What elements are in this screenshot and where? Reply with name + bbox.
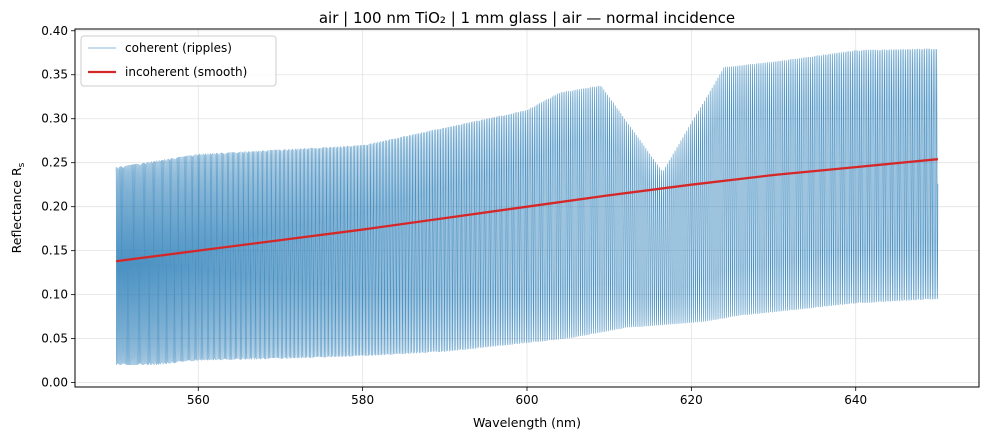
chart-title: air | 100 nm TiO₂ | 1 mm glass | air — n… [319,9,735,27]
x-axis-label: Wavelength (nm) [473,415,581,430]
x-tick-label: 600 [516,393,539,407]
y-axis-label-main: Reflectance R [9,167,24,253]
legend-box [80,35,277,87]
series-incoherent-line [115,158,939,263]
y-tick-label: 0.10 [41,288,68,302]
series-layer [115,48,939,366]
x-tick-label: 620 [680,393,703,407]
legend: coherent (ripples) incoherent (smooth) [80,35,277,87]
y-axis-label-subscript: s [17,162,27,167]
x-tick-label: 580 [351,393,374,407]
y-tick-label: 0.25 [41,156,68,170]
legend-label-incoherent: incoherent (smooth) [125,65,247,79]
y-tick-label: 0.05 [41,332,68,346]
axes: 560 580 600 620 640 0.00 0.05 0.10 0.15 0.20 0.25 0… [41,24,867,407]
y-axis-label: Reflectance Rs [9,162,27,253]
y-tick-label: 0.35 [41,68,68,82]
series-coherent-line [115,48,939,366]
y-tick-label: 0.00 [41,376,68,390]
y-tick-label: 0.40 [41,24,68,38]
x-tick-label: 640 [844,393,867,407]
legend-label-coherent: coherent (ripples) [125,41,232,55]
y-tick-label: 0.20 [41,200,68,214]
x-tick-label: 560 [187,393,210,407]
y-tick-label: 0.15 [41,244,68,258]
y-tick-label: 0.30 [41,112,68,126]
